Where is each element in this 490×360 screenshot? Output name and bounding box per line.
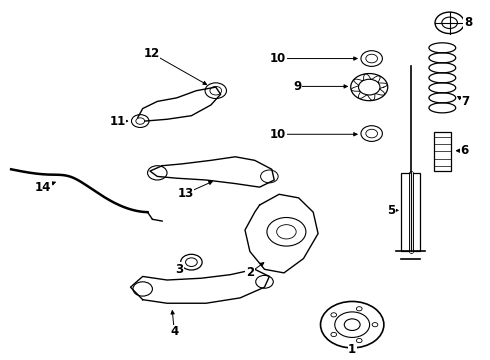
Text: 14: 14	[35, 181, 51, 194]
Text: 8: 8	[464, 16, 472, 29]
Text: 1: 1	[348, 343, 356, 356]
Bar	[401, 173, 420, 251]
Text: 7: 7	[461, 95, 469, 108]
Bar	[434, 132, 451, 171]
Text: 12: 12	[144, 47, 160, 60]
Text: 4: 4	[170, 325, 178, 338]
Text: 11: 11	[109, 114, 125, 127]
Text: 10: 10	[270, 128, 286, 141]
Text: 5: 5	[387, 204, 395, 217]
Text: 2: 2	[246, 266, 254, 279]
Text: 6: 6	[460, 144, 468, 157]
Text: 10: 10	[270, 52, 286, 65]
Text: 13: 13	[177, 187, 194, 200]
Text: 3: 3	[175, 263, 183, 276]
Text: 9: 9	[294, 80, 302, 93]
